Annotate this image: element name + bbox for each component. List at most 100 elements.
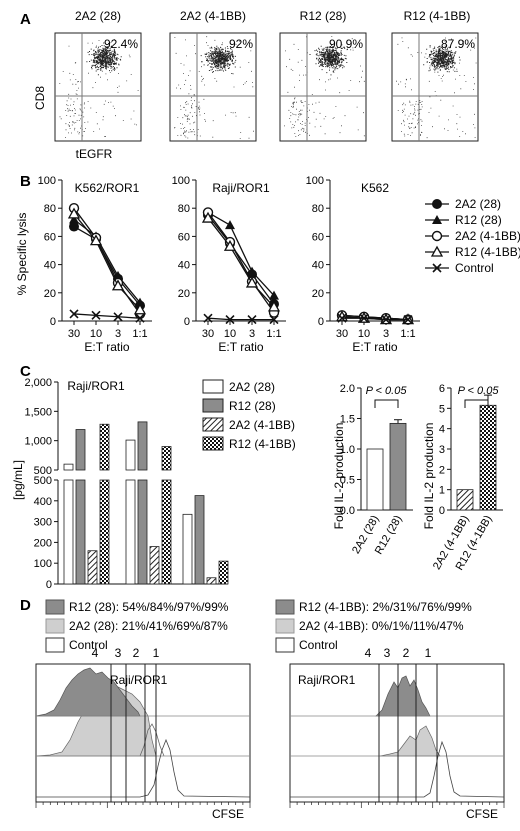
y-tick-label: 0 [184, 316, 190, 328]
panel-a-y-axis-label: CD8 [33, 86, 47, 110]
data-point [135, 313, 145, 323]
panel-c-label: C [20, 363, 31, 380]
flow-plot-title: R12 (4-1BB) [404, 9, 471, 23]
cytokine-bar [99, 423, 110, 585]
cytokine-bar [161, 446, 172, 585]
cytokine-bar [87, 550, 98, 585]
data-point [225, 220, 235, 230]
data-point [223, 239, 237, 251]
y-tick-label: 1.0 [340, 444, 355, 456]
y-tick-label: 100 [172, 175, 190, 187]
lysis-chart-title: Raji/ROR1 [212, 181, 270, 195]
division-label: 3 [115, 646, 122, 660]
lysis-chart: 0 20 40 60 80 100 30 10 3 1:1 K562 E:T ratio [306, 175, 420, 354]
series-line [341, 314, 409, 321]
cfse-axis-label: CFSE [212, 807, 244, 821]
cytokine-bar [218, 560, 229, 585]
y-tick-label: 80 [44, 203, 56, 215]
panel-b: B % Specific lysis 0 20 40 60 80 100 30 10 3 1:1 K… [0, 168, 520, 358]
data-point [245, 276, 259, 288]
histogram-control [290, 740, 505, 798]
flow-percent: 92.4% [104, 37, 138, 51]
data-point [91, 310, 101, 320]
flow-plot-1: 2A2 (28) 92.4% [54, 9, 142, 142]
y-tick-label: 300 [34, 517, 52, 529]
legend-swatch-dark [275, 599, 295, 615]
data-point [111, 279, 125, 291]
series-line [207, 212, 275, 313]
cytokine-bar [125, 439, 136, 585]
flow-event-dots [174, 36, 254, 139]
lysis-chart-title: K562 [361, 181, 389, 195]
legend-entry: 2A2 (28) [229, 380, 275, 394]
cfse-histogram-left: 4 3 2 1 CFSE [35, 646, 251, 821]
legend-marker [430, 245, 444, 257]
legend-swatch [202, 436, 224, 451]
y-tick-label: 20 [178, 288, 190, 300]
y-tick-label: 80 [312, 203, 324, 215]
legend-marker [432, 263, 442, 273]
legend-entry: 2A2 (4-1BB) [229, 418, 295, 432]
series-line [73, 225, 141, 306]
x-tick-label: 3 [383, 328, 389, 340]
flow-dots [174, 36, 254, 139]
x-tick-label: 10 [358, 328, 370, 340]
x-tick-label: 1:1 [266, 328, 281, 340]
x-tick-label: 30 [202, 328, 214, 340]
series-line [342, 317, 408, 321]
data-point [247, 315, 257, 325]
significance-bracket [464, 399, 489, 408]
cytokine-bar [137, 421, 148, 585]
y-tick-label: 80 [178, 203, 190, 215]
data-point [133, 303, 147, 315]
panel-c-svg: C Raji/ROR1 [pg/mL] 500 1,000 1,500 2,000 0 1… [11, 363, 503, 603]
x-tick-label: 3 [115, 328, 121, 340]
data-point [403, 315, 413, 325]
data-point [113, 312, 123, 322]
series-line [73, 313, 141, 319]
flow-plot-3: R12 (28) 90.9% [279, 9, 367, 142]
y-tick-label: 20 [44, 288, 56, 300]
flow-percent: 90.9% [329, 37, 363, 51]
legend-swatch [202, 398, 224, 413]
x-tick-label: 10 [90, 328, 102, 340]
data-point [89, 234, 103, 246]
division-label: 1 [425, 646, 432, 660]
y-tick-label: 0.5 [340, 475, 355, 487]
panel-b-y-axis-label: % Specific lysis [15, 213, 29, 296]
y-tick-label: 1,000 [24, 436, 52, 448]
y-tick-label: 60 [44, 231, 56, 243]
y-tick-label: 0 [318, 316, 324, 328]
legend-entry: R12 (4-1BB) [455, 245, 520, 259]
x-tick-label: 3 [249, 328, 255, 340]
flow-plot-4: R12 (4-1BB) 87.9% [391, 9, 479, 142]
panel-d: D R12 (28): 54%/84%/97%/99% 2A2 (28): 21… [0, 590, 520, 826]
y-tick-label: 0.0 [340, 505, 355, 517]
division-label: 1 [153, 646, 160, 660]
legend-marker [432, 199, 442, 209]
flow-dots [284, 36, 365, 137]
y-tick-label: 100 [306, 175, 324, 187]
data-point [269, 315, 279, 325]
panel-a-label: A [20, 11, 31, 28]
panel-b-label: B [20, 173, 31, 190]
division-label: 4 [92, 646, 99, 660]
y-tick-label: 100 [38, 175, 56, 187]
data-point [69, 309, 79, 319]
data-point [247, 266, 257, 276]
histogram-ticks [35, 802, 251, 808]
legend-text: 2A2 (4-1BB): 0%/1%/11%/47% [299, 619, 464, 633]
lysis-x-axis-label: E:T ratio [352, 340, 397, 354]
data-point [269, 290, 279, 300]
data-point [267, 300, 281, 312]
series-line [207, 217, 275, 308]
histogram-title: Raji/ROR1 [110, 673, 168, 687]
flow-dots [59, 39, 139, 138]
legend-swatch [202, 417, 224, 432]
y-tick-label: 1.5 [340, 414, 355, 426]
legend-text: Control [299, 638, 338, 652]
axis-tick-marks [35, 802, 251, 808]
y-tick-label: 2 [439, 464, 445, 476]
